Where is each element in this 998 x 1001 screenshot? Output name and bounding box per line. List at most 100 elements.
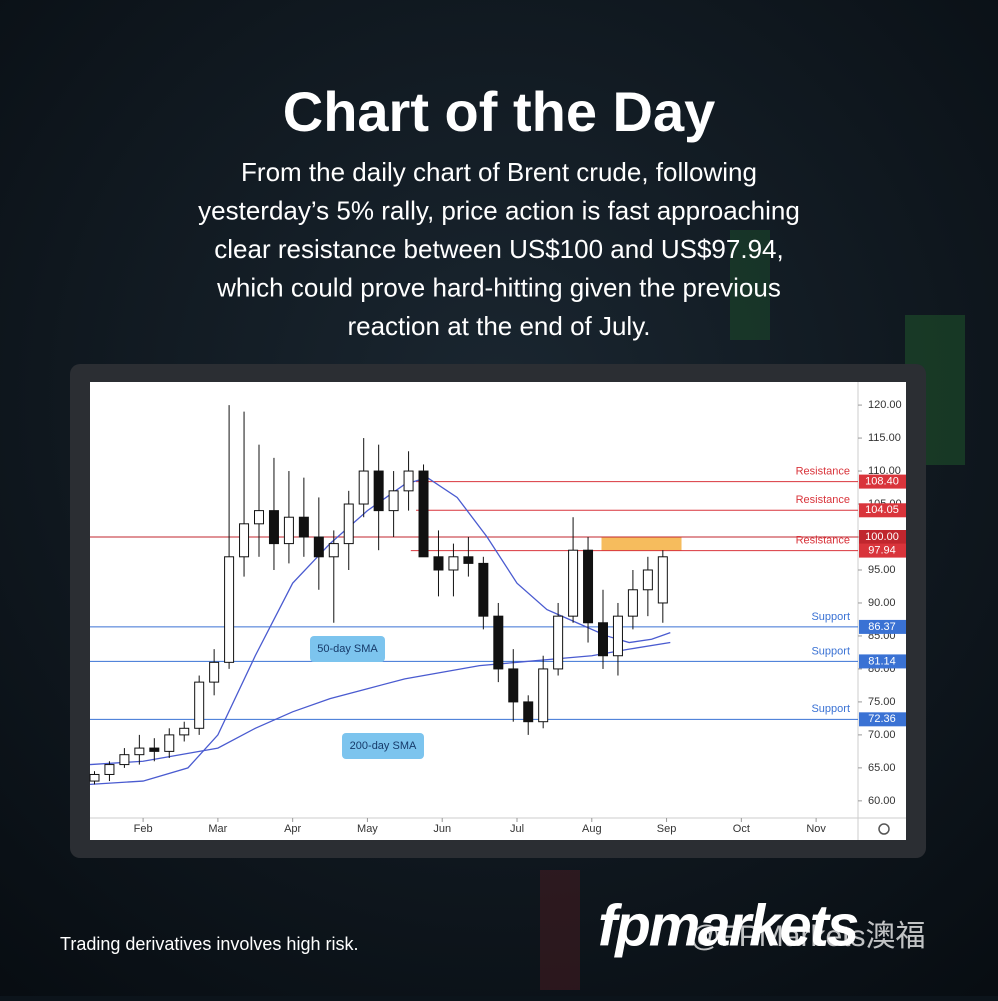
y-tick-label: 110.00: [868, 465, 901, 477]
level-tag: [859, 474, 906, 489]
level-label: 108.40: [865, 476, 899, 488]
level-name: Support: [811, 611, 850, 623]
candle-body: [89, 773, 100, 782]
candle-body: [373, 470, 384, 512]
resistance-zone: [601, 537, 682, 551]
candle-body: [104, 764, 115, 775]
bg-decoration: [730, 230, 770, 340]
candle-body: [388, 490, 399, 512]
x-tick-label: Mar: [208, 823, 227, 835]
candle-body: [627, 589, 638, 617]
candle-body: [328, 543, 339, 558]
subtitle-line: From the daily chart of Brent crude, fol…: [241, 157, 757, 187]
level-name: Support: [811, 703, 850, 715]
level-tag: [859, 503, 906, 518]
x-tick-label: Apr: [284, 823, 301, 835]
sma-callout: [342, 733, 424, 759]
level-label: 81.14: [868, 655, 896, 667]
candle-body: [343, 503, 354, 545]
candle-body: [119, 754, 130, 766]
x-tick-label: Jun: [433, 823, 451, 835]
x-tick-label: Sep: [657, 823, 677, 835]
subtitle-line: yesterday’s 5% rally, price action is fa…: [198, 195, 800, 225]
level-label: 104.05: [865, 504, 899, 516]
y-tick-label: 65.00: [868, 762, 896, 774]
level-name: Resistance: [796, 494, 850, 506]
candle-body: [597, 622, 608, 657]
level-tag: [859, 712, 906, 727]
bg-decoration: [540, 870, 580, 990]
subtitle-line: which could prove hard-hitting given the…: [216, 272, 781, 302]
y-tick-label: 75.00: [868, 696, 896, 708]
x-tick-label: Feb: [134, 823, 153, 835]
candle-body: [254, 510, 265, 525]
candle-body: [568, 549, 579, 617]
disclaimer: Trading derivatives involves high risk.: [60, 934, 358, 954]
y-tick-label: 120.00: [868, 399, 902, 411]
y-tick-label: 115.00: [868, 432, 901, 444]
level-name: Resistance: [796, 535, 850, 547]
level-label: 86.37: [868, 621, 896, 633]
candle-body: [194, 681, 205, 729]
level-name: Support: [811, 645, 850, 657]
x-tick-label: Oct: [733, 823, 750, 835]
candle-body: [583, 549, 594, 624]
settings-icon[interactable]: [878, 823, 890, 835]
sma-callout-label: 50-day SMA: [317, 643, 378, 655]
level-name: Resistance: [796, 466, 850, 478]
candle-body: [463, 556, 474, 564]
level-label: 100.00: [865, 531, 899, 543]
candle-body: [538, 668, 549, 723]
y-tick-label: 95.00: [868, 564, 896, 576]
subtitle-line: reaction at the end of July.: [347, 311, 650, 341]
candle-body: [209, 661, 220, 683]
candle-body: [508, 668, 519, 703]
sma-line: [89, 641, 671, 766]
candle-body: [164, 734, 175, 752]
candle-body: [612, 615, 623, 657]
candle-body: [149, 747, 160, 752]
level-tag: [859, 543, 906, 558]
title: Chart of the Day: [283, 80, 716, 143]
sma-callout: [310, 636, 385, 662]
candle-body: [134, 747, 145, 756]
y-tick-label: 90.00: [868, 597, 896, 609]
candle-body: [283, 516, 294, 545]
x-tick-label: Nov: [806, 823, 826, 835]
brand-logo: fpmarkets: [598, 893, 858, 958]
level-label: 72.36: [868, 713, 896, 725]
candle-body: [298, 516, 309, 538]
level-tag: [859, 619, 906, 634]
candle-body: [657, 556, 668, 604]
candle-body: [448, 556, 459, 571]
candle-body: [642, 569, 653, 591]
candle-body: [418, 470, 429, 558]
candle-body: [553, 615, 564, 670]
candle-body: [358, 470, 369, 505]
watermark: @FPMarkets澳福: [690, 920, 925, 953]
candle-body: [433, 556, 444, 571]
candle-body: [268, 510, 279, 545]
candle-body: [313, 536, 324, 558]
x-tick-label: Aug: [582, 823, 602, 835]
level-tag: [859, 654, 906, 669]
candle-body: [403, 470, 414, 492]
x-tick-label: May: [357, 823, 378, 835]
sma-callout-label: 200-day SMA: [350, 740, 417, 752]
y-tick-label: 60.00: [868, 795, 896, 807]
level-label: 97.94: [868, 545, 896, 557]
chart: 60.0065.0070.0075.0080.0085.0090.0095.00…: [89, 399, 906, 835]
candle-body: [224, 556, 235, 663]
y-tick-label: 70.00: [868, 729, 896, 741]
subtitle: From the daily chart of Brent crude, fol…: [198, 157, 800, 341]
candle-body: [239, 523, 250, 558]
subtitle-line: clear resistance between US$100 and US$9…: [214, 234, 783, 264]
x-tick-label: Jul: [510, 823, 524, 835]
level-tag: [859, 530, 906, 545]
candle-body: [523, 701, 534, 723]
candle-body: [179, 727, 190, 736]
candle-body: [493, 615, 504, 670]
candle-body: [478, 562, 489, 617]
